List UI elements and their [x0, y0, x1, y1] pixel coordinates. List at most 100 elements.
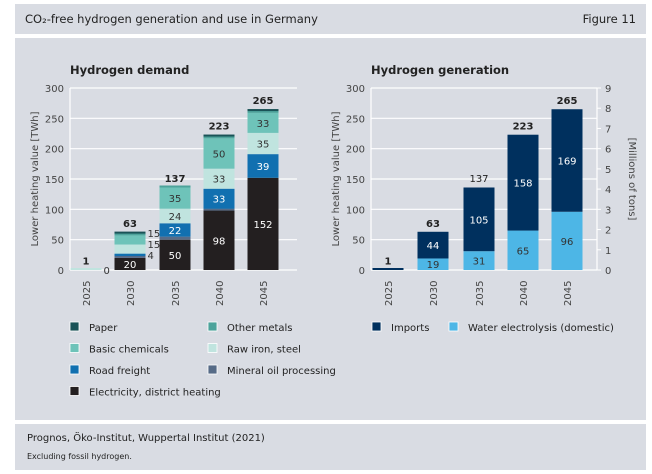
chart-title: Hydrogen generation — [371, 63, 509, 77]
legend-swatch — [207, 364, 218, 375]
chart-title: Hydrogen demand — [70, 63, 189, 77]
y-tick-label: 0 — [58, 266, 64, 277]
bar-segment-basic-chemicals — [247, 112, 279, 133]
footnote-text: Excluding fossil hydrogen. — [27, 452, 132, 461]
y2-tick-label: 5 — [605, 165, 611, 176]
legend-swatch — [69, 386, 80, 396]
figure-number: Figure 11 — [582, 12, 636, 26]
legend-label: Electricity, district heating — [89, 388, 221, 399]
segment-label: 96 — [561, 237, 574, 248]
y-tick-label: 300 — [45, 84, 64, 95]
segment-label: 15 — [148, 229, 161, 240]
bar-segment-road-freight — [114, 253, 146, 257]
segment-label: 44 — [427, 241, 440, 252]
total-label: 223 — [209, 122, 230, 133]
segment-label: 35 — [257, 140, 270, 151]
x-tick-label: 2040 — [519, 281, 530, 306]
y2-tick-label: 0 — [605, 266, 611, 277]
bar-segment-electricity-district-heating — [159, 239, 191, 270]
legend-swatch — [207, 321, 218, 332]
bar-segment-raw-iron-steel — [203, 168, 235, 189]
bar-segment-road-freight — [203, 188, 235, 209]
bar-segment-mineral-oil-processing — [159, 236, 191, 240]
legend-label: Basic chemicals — [89, 345, 169, 356]
y-tick-label: 200 — [346, 145, 365, 156]
segment-label: 50 — [213, 150, 226, 161]
figure-title: CO₂-free hydrogen generation and use in … — [25, 12, 318, 26]
segment-label: 169 — [557, 156, 576, 167]
y2-tick-label: 7 — [605, 124, 611, 135]
total-label: 265 — [557, 96, 578, 107]
y-tick-label: 100 — [45, 205, 64, 216]
segment-label: 0 — [104, 266, 110, 277]
segment-label: 33 — [257, 119, 270, 130]
y-tick-label: 250 — [45, 114, 64, 125]
segment-label: 35 — [169, 194, 182, 205]
segment-label: 105 — [469, 215, 488, 226]
bar-segment-paper — [114, 231, 146, 234]
segment-label: 22 — [169, 226, 182, 237]
y-tick-label: 300 — [346, 84, 365, 95]
segment-label: 98 — [213, 236, 226, 247]
bar-segment-water-electrolysis-domestic- — [507, 230, 539, 270]
bar-segment-imports — [551, 109, 583, 212]
bar-segment-raw-iron-steel — [70, 268, 102, 270]
legend-label: Paper — [89, 323, 118, 334]
figure-header: CO₂-free hydrogen generation and use in … — [15, 4, 646, 34]
y-axis-label: Lower heating value [TWh] — [30, 111, 41, 246]
total-label: 63 — [426, 219, 440, 230]
bar-segment-road-freight — [159, 223, 191, 237]
total-label: 1 — [83, 256, 90, 267]
bar-segment-other-metals — [159, 185, 191, 188]
bar-segment-other-metals — [114, 233, 146, 236]
bar-segment-water-electrolysis-domestic- — [551, 211, 583, 270]
y-tick-label: 150 — [346, 175, 365, 186]
bar-segment-paper — [203, 134, 235, 137]
segment-label: 31 — [473, 257, 486, 268]
segment-label: 15 — [148, 240, 161, 251]
bar-segment-raw-iron-steel — [247, 132, 279, 155]
source-text: Prognos, Öko-Institut, Wuppertal Institu… — [27, 433, 265, 444]
y2-tick-label: 1 — [605, 246, 611, 257]
segment-label: 33 — [213, 195, 226, 206]
legend-label: Water electrolysis (domestic) — [468, 323, 614, 334]
x-tick-label: 2045 — [563, 281, 574, 306]
segment-label: 20 — [124, 260, 137, 271]
y2-tick-label: 8 — [605, 104, 611, 115]
x-tick-label: 2045 — [259, 281, 270, 306]
legend-swatch — [69, 343, 80, 353]
segment-label: 65 — [517, 246, 530, 257]
bar-segment-basic-chemicals — [203, 138, 235, 169]
total-label: 265 — [253, 96, 274, 107]
chart-panel — [15, 38, 646, 420]
y2-tick-label: 3 — [605, 205, 611, 216]
legend-label: Road freight — [89, 366, 150, 377]
bar-segment-basic-chemicals — [114, 235, 146, 245]
bar-segment-electricity-district-heating — [114, 257, 146, 270]
legend-label: Raw iron, steel — [227, 345, 301, 356]
total-label: 137 — [165, 174, 186, 185]
total-label: 63 — [123, 219, 137, 230]
total-label: 1 — [385, 256, 392, 267]
y-tick-label: 50 — [51, 236, 64, 247]
legend-label: Imports — [391, 323, 429, 334]
y2-tick-label: 9 — [605, 84, 611, 95]
bar-segment-water-electrolysis-domestic- — [417, 258, 449, 270]
bar-segment-imports — [372, 268, 404, 270]
x-tick-label: 2035 — [475, 281, 486, 306]
bar-segment-other-metals — [203, 136, 235, 139]
total-label: 137 — [469, 174, 488, 185]
y2-tick-label: 2 — [605, 226, 611, 237]
figure-footer: Prognos, Öko-Institut, Wuppertal Institu… — [15, 424, 646, 470]
y2-tick-label: 4 — [605, 185, 611, 196]
bar-segment-imports — [417, 231, 449, 259]
legend-swatch — [207, 343, 218, 353]
x-tick-label: 2040 — [215, 281, 226, 306]
bar-segment-road-freight — [247, 154, 279, 178]
segment-label: 33 — [213, 175, 226, 186]
y-axis-label: Lower heating value [TWh] — [331, 111, 342, 246]
legend-label: Mineral oil processing — [227, 366, 336, 377]
segment-label: 19 — [427, 260, 440, 271]
bar-segment-other-metals — [247, 110, 279, 113]
